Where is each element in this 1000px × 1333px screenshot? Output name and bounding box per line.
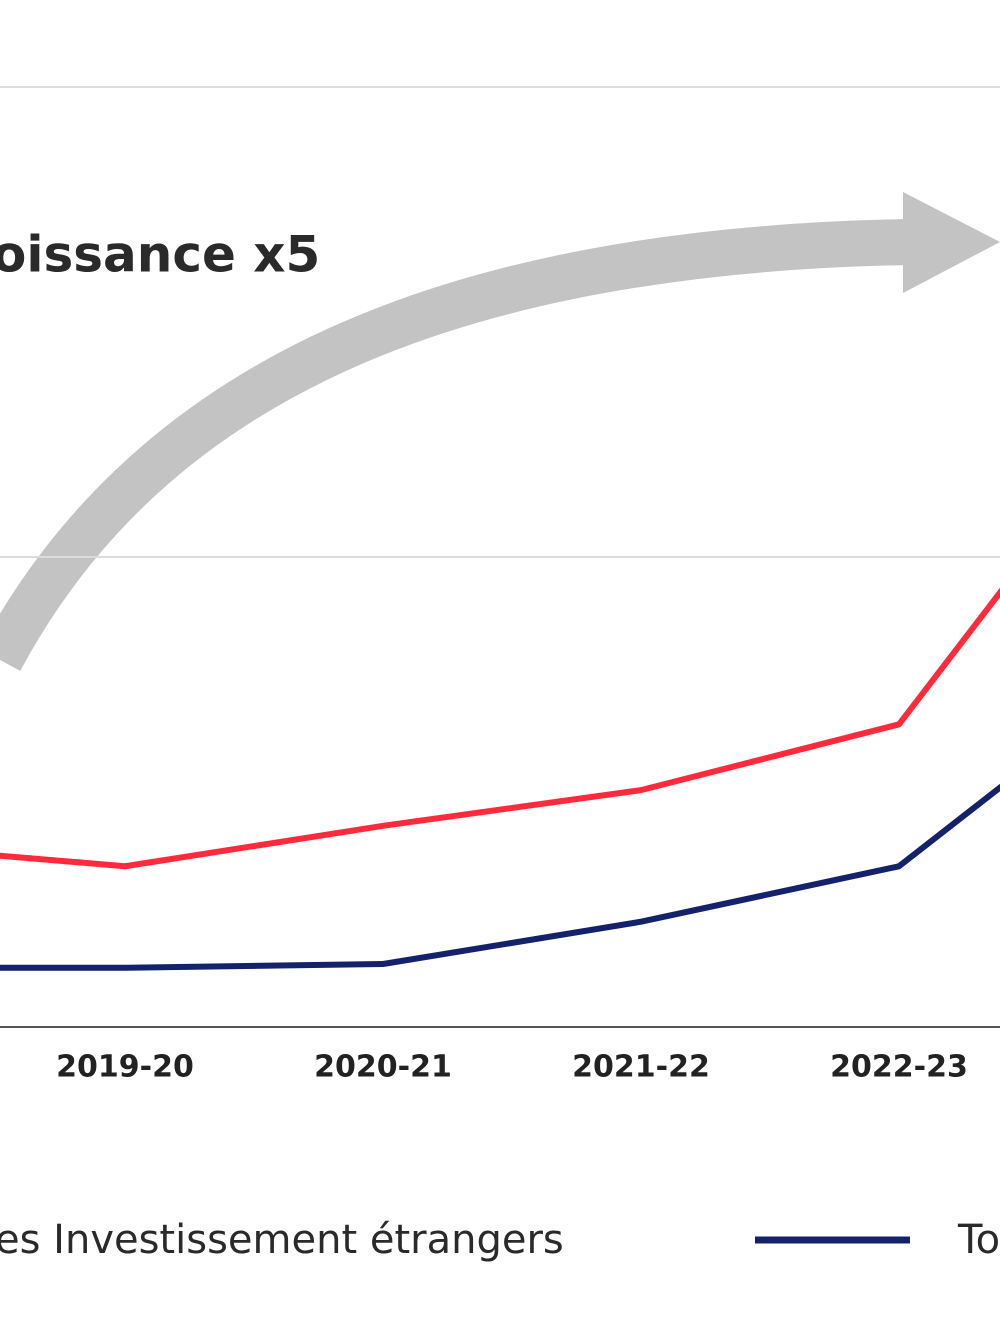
growth-arrow-head <box>903 192 1000 293</box>
legend-label: To <box>957 1217 1000 1263</box>
series-line <box>0 587 1000 870</box>
x-tick-label: 2021-22 <box>572 1050 710 1085</box>
x-tick-label: 2019-20 <box>56 1050 194 1085</box>
growth-arrow <box>0 219 911 671</box>
x-tick-label: 2020-21 <box>314 1050 452 1085</box>
annotation: oissance x5 <box>0 226 320 284</box>
x-tick-label: 2022-23 <box>830 1050 968 1085</box>
series-line <box>0 783 1000 971</box>
legend-label: es Investissement étrangers <box>0 1217 564 1263</box>
